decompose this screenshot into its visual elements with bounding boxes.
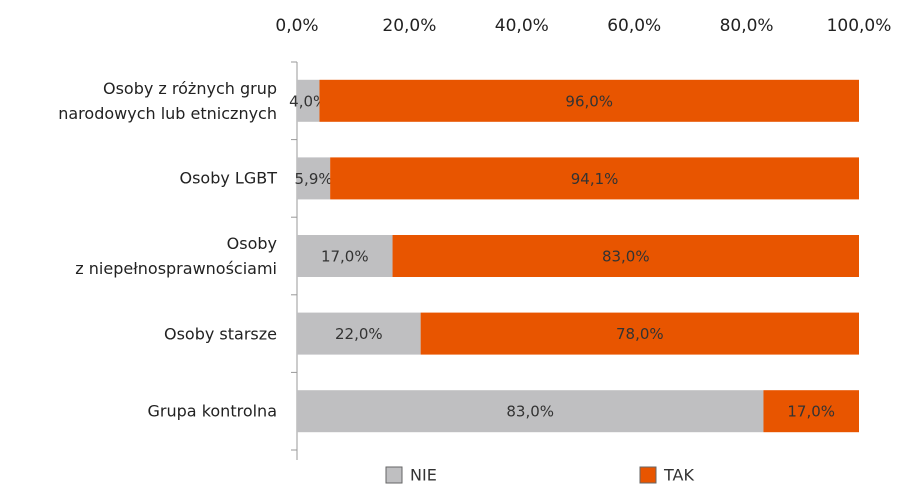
y-tick-label: Osoby starsze [164,324,277,344]
legend-label: TAK [663,466,694,485]
bar-segment [330,157,860,200]
bar-segment [297,390,764,433]
bar-segment [297,312,421,355]
x-tick-label: 20,0% [382,16,436,36]
bar-segment [297,157,331,200]
x-tick-label: 40,0% [495,16,549,36]
data-label: 96,0% [565,92,613,110]
legend-swatch [385,466,403,484]
data-label: 94,1% [571,170,619,188]
bar-segment [319,79,860,122]
data-label: 78,0% [616,325,664,343]
data-label: 83,0% [506,403,554,421]
bar-segment [297,79,320,122]
legend-swatch [639,466,657,484]
x-tick-label: 60,0% [607,16,661,36]
data-label: 22,0% [335,325,383,343]
y-tick-label: Grupa kontrolna [147,401,277,421]
bar-segment [420,312,859,355]
data-label: 17,0% [787,403,835,421]
x-tick-label: 80,0% [720,16,774,36]
data-label: 83,0% [602,248,650,266]
y-tick-label: Osoby LGBT [179,168,278,188]
legend-label: NIE [410,466,437,485]
y-tick-label: Osoby z niepełnosprawnościami [75,234,277,278]
x-tick-label: 0,0% [275,16,318,36]
data-label: 17,0% [321,248,369,266]
bar-segment [763,390,859,433]
y-tick-label: Osoby z różnych grup narodowych lub etni… [58,78,277,123]
bar-segment [392,235,859,277]
data-label: 4,0% [289,92,327,110]
data-label: 5,9% [295,170,333,188]
x-tick-label: 100,0% [827,16,892,36]
bar-segment [297,235,393,277]
